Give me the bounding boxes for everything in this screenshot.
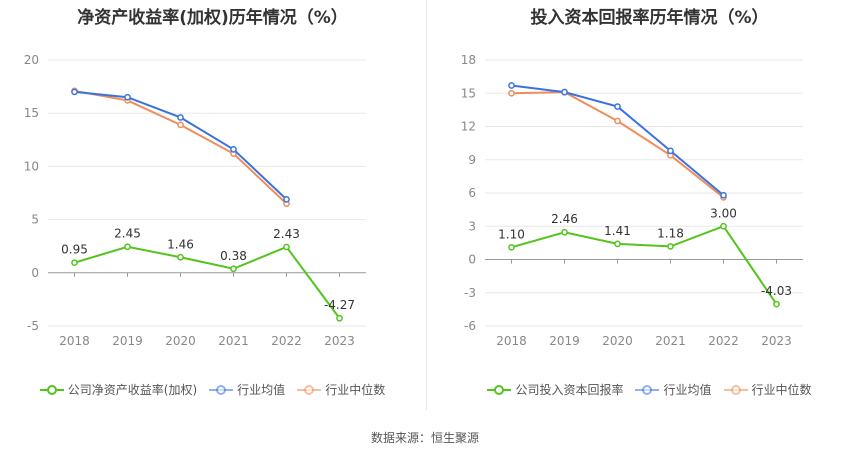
legend-item[interactable]: 行业均值 <box>209 381 285 398</box>
data-point[interactable] <box>561 88 568 96</box>
y-tick-label: -6 <box>464 319 476 333</box>
legend-swatch <box>635 384 660 395</box>
data-point[interactable] <box>230 146 237 153</box>
data-label: -4.27 <box>324 298 355 312</box>
data-label: 2.46 <box>551 212 578 226</box>
y-tick-label: 15 <box>24 106 39 120</box>
data-point[interactable] <box>508 82 515 89</box>
roic-chart-panel: 投入资本回报率历年情况（%） -6 -3 0 3 6 9 12 15 18 2018 2019 202… <box>437 0 850 420</box>
x-tick-label: 2019 <box>112 334 143 348</box>
x-tick-label: 2018 <box>59 334 90 348</box>
panel-divider <box>426 0 427 410</box>
y-tick-label: 0 <box>31 266 39 280</box>
data-point[interactable] <box>71 259 78 267</box>
data-point[interactable] <box>230 265 237 273</box>
roic-plot: -6 -3 0 3 6 9 12 15 18 2018 2019 2020 2021 2022 2023 1.… <box>461 53 803 348</box>
legend-item[interactable]: 行业中位数 <box>723 381 812 398</box>
data-label: 0.38 <box>220 249 247 263</box>
legend-item[interactable]: 行业中位数 <box>297 381 385 398</box>
data-point[interactable] <box>720 222 727 230</box>
legend-swatch <box>39 384 64 395</box>
data-point[interactable] <box>124 243 131 251</box>
x-tick-label: 2022 <box>708 334 739 348</box>
data-label: 2.45 <box>114 227 141 241</box>
legend-label: 行业中位数 <box>325 383 386 397</box>
series-line-0 <box>74 245 341 319</box>
data-point[interactable] <box>177 114 184 121</box>
series-line-2 <box>74 89 288 205</box>
y-tick-label: 12 <box>461 120 476 134</box>
data-label: 1.46 <box>167 237 194 251</box>
x-tick-label: 2018 <box>496 334 527 348</box>
y-tick-label: -5 <box>27 319 39 333</box>
x-tick-label: 2019 <box>549 334 580 348</box>
data-point[interactable] <box>177 253 184 261</box>
legend-label: 公司投入资本回报率 <box>515 383 624 397</box>
data-point[interactable] <box>773 300 780 308</box>
data-point[interactable] <box>283 196 290 203</box>
series-line-0 <box>511 225 778 305</box>
legend: 公司投入资本回报率 行业均值 行业中位数 <box>437 381 850 398</box>
data-point[interactable] <box>124 93 131 101</box>
data-point[interactable] <box>720 191 727 199</box>
legend: 公司净资产收益率(加权) 行业均值 行业中位数 <box>0 381 425 398</box>
legend-item[interactable]: 公司投入资本回报率 <box>487 381 623 398</box>
chart-title: 投入资本回报率历年情况（%） <box>530 8 769 28</box>
legend-swatch <box>297 384 322 395</box>
y-tick-label: 5 <box>31 213 39 227</box>
y-tick-label: 20 <box>24 53 39 67</box>
data-point[interactable] <box>508 243 515 251</box>
y-tick-label: 18 <box>461 53 476 67</box>
legend-item[interactable]: 公司净资产收益率(加权) <box>39 381 198 398</box>
data-source-note: 数据来源：恒生聚源 <box>370 431 479 445</box>
data-point[interactable] <box>614 240 621 248</box>
legend-label: 行业均值 <box>663 383 712 397</box>
y-tick-label: 9 <box>468 153 476 167</box>
roe-plot: -5 0 5 10 15 20 2018 2019 2020 2021 2022 2023 0.95 2.… <box>24 53 366 348</box>
y-tick-label: 0 <box>468 253 476 267</box>
y-tick-label: 10 <box>24 159 39 173</box>
data-point[interactable] <box>667 243 674 250</box>
legend-label: 公司净资产收益率(加权) <box>67 383 198 397</box>
data-label: 3.00 <box>710 206 737 220</box>
x-tick-label: 2021 <box>655 334 686 348</box>
legend-swatch <box>487 384 512 395</box>
chart-title: 净资产收益率(加权)历年情况（%） <box>77 8 348 28</box>
data-point[interactable] <box>508 89 515 97</box>
y-tick-label: 6 <box>468 186 476 200</box>
y-tick-label: 15 <box>461 86 476 100</box>
data-point[interactable] <box>336 314 343 322</box>
legend-label: 行业中位数 <box>751 383 812 397</box>
data-label: 1.10 <box>498 227 525 241</box>
legend-label: 行业均值 <box>237 383 286 397</box>
data-label: 0.95 <box>61 243 88 257</box>
x-tick-label: 2022 <box>271 334 302 348</box>
data-label: 2.43 <box>273 227 300 241</box>
x-tick-label: 2021 <box>218 334 249 348</box>
data-point[interactable] <box>283 243 290 251</box>
y-tick-label: -3 <box>464 286 476 300</box>
roe-chart-panel: 净资产收益率(加权)历年情况（%） -5 0 5 10 15 20 2018 2019 2020… <box>0 0 425 420</box>
x-tick-label: 2020 <box>165 334 196 348</box>
data-point[interactable] <box>614 117 621 125</box>
data-point[interactable] <box>667 147 674 155</box>
legend-swatch <box>723 384 748 395</box>
data-label: -4.03 <box>761 284 792 298</box>
x-tick-label: 2023 <box>324 334 355 348</box>
x-tick-label: 2020 <box>602 334 633 348</box>
data-label: 1.18 <box>657 226 684 240</box>
x-tick-label: 2023 <box>761 334 792 348</box>
data-point[interactable] <box>177 121 184 129</box>
series-line-1 <box>511 84 725 196</box>
data-label: 1.41 <box>604 224 631 238</box>
legend-item[interactable]: 行业均值 <box>635 381 712 398</box>
legend-swatch <box>209 384 234 395</box>
data-point[interactable] <box>71 88 78 96</box>
data-point[interactable] <box>561 228 568 236</box>
y-tick-label: 3 <box>468 219 476 233</box>
data-point[interactable] <box>614 103 621 110</box>
series-line-1 <box>74 90 288 201</box>
